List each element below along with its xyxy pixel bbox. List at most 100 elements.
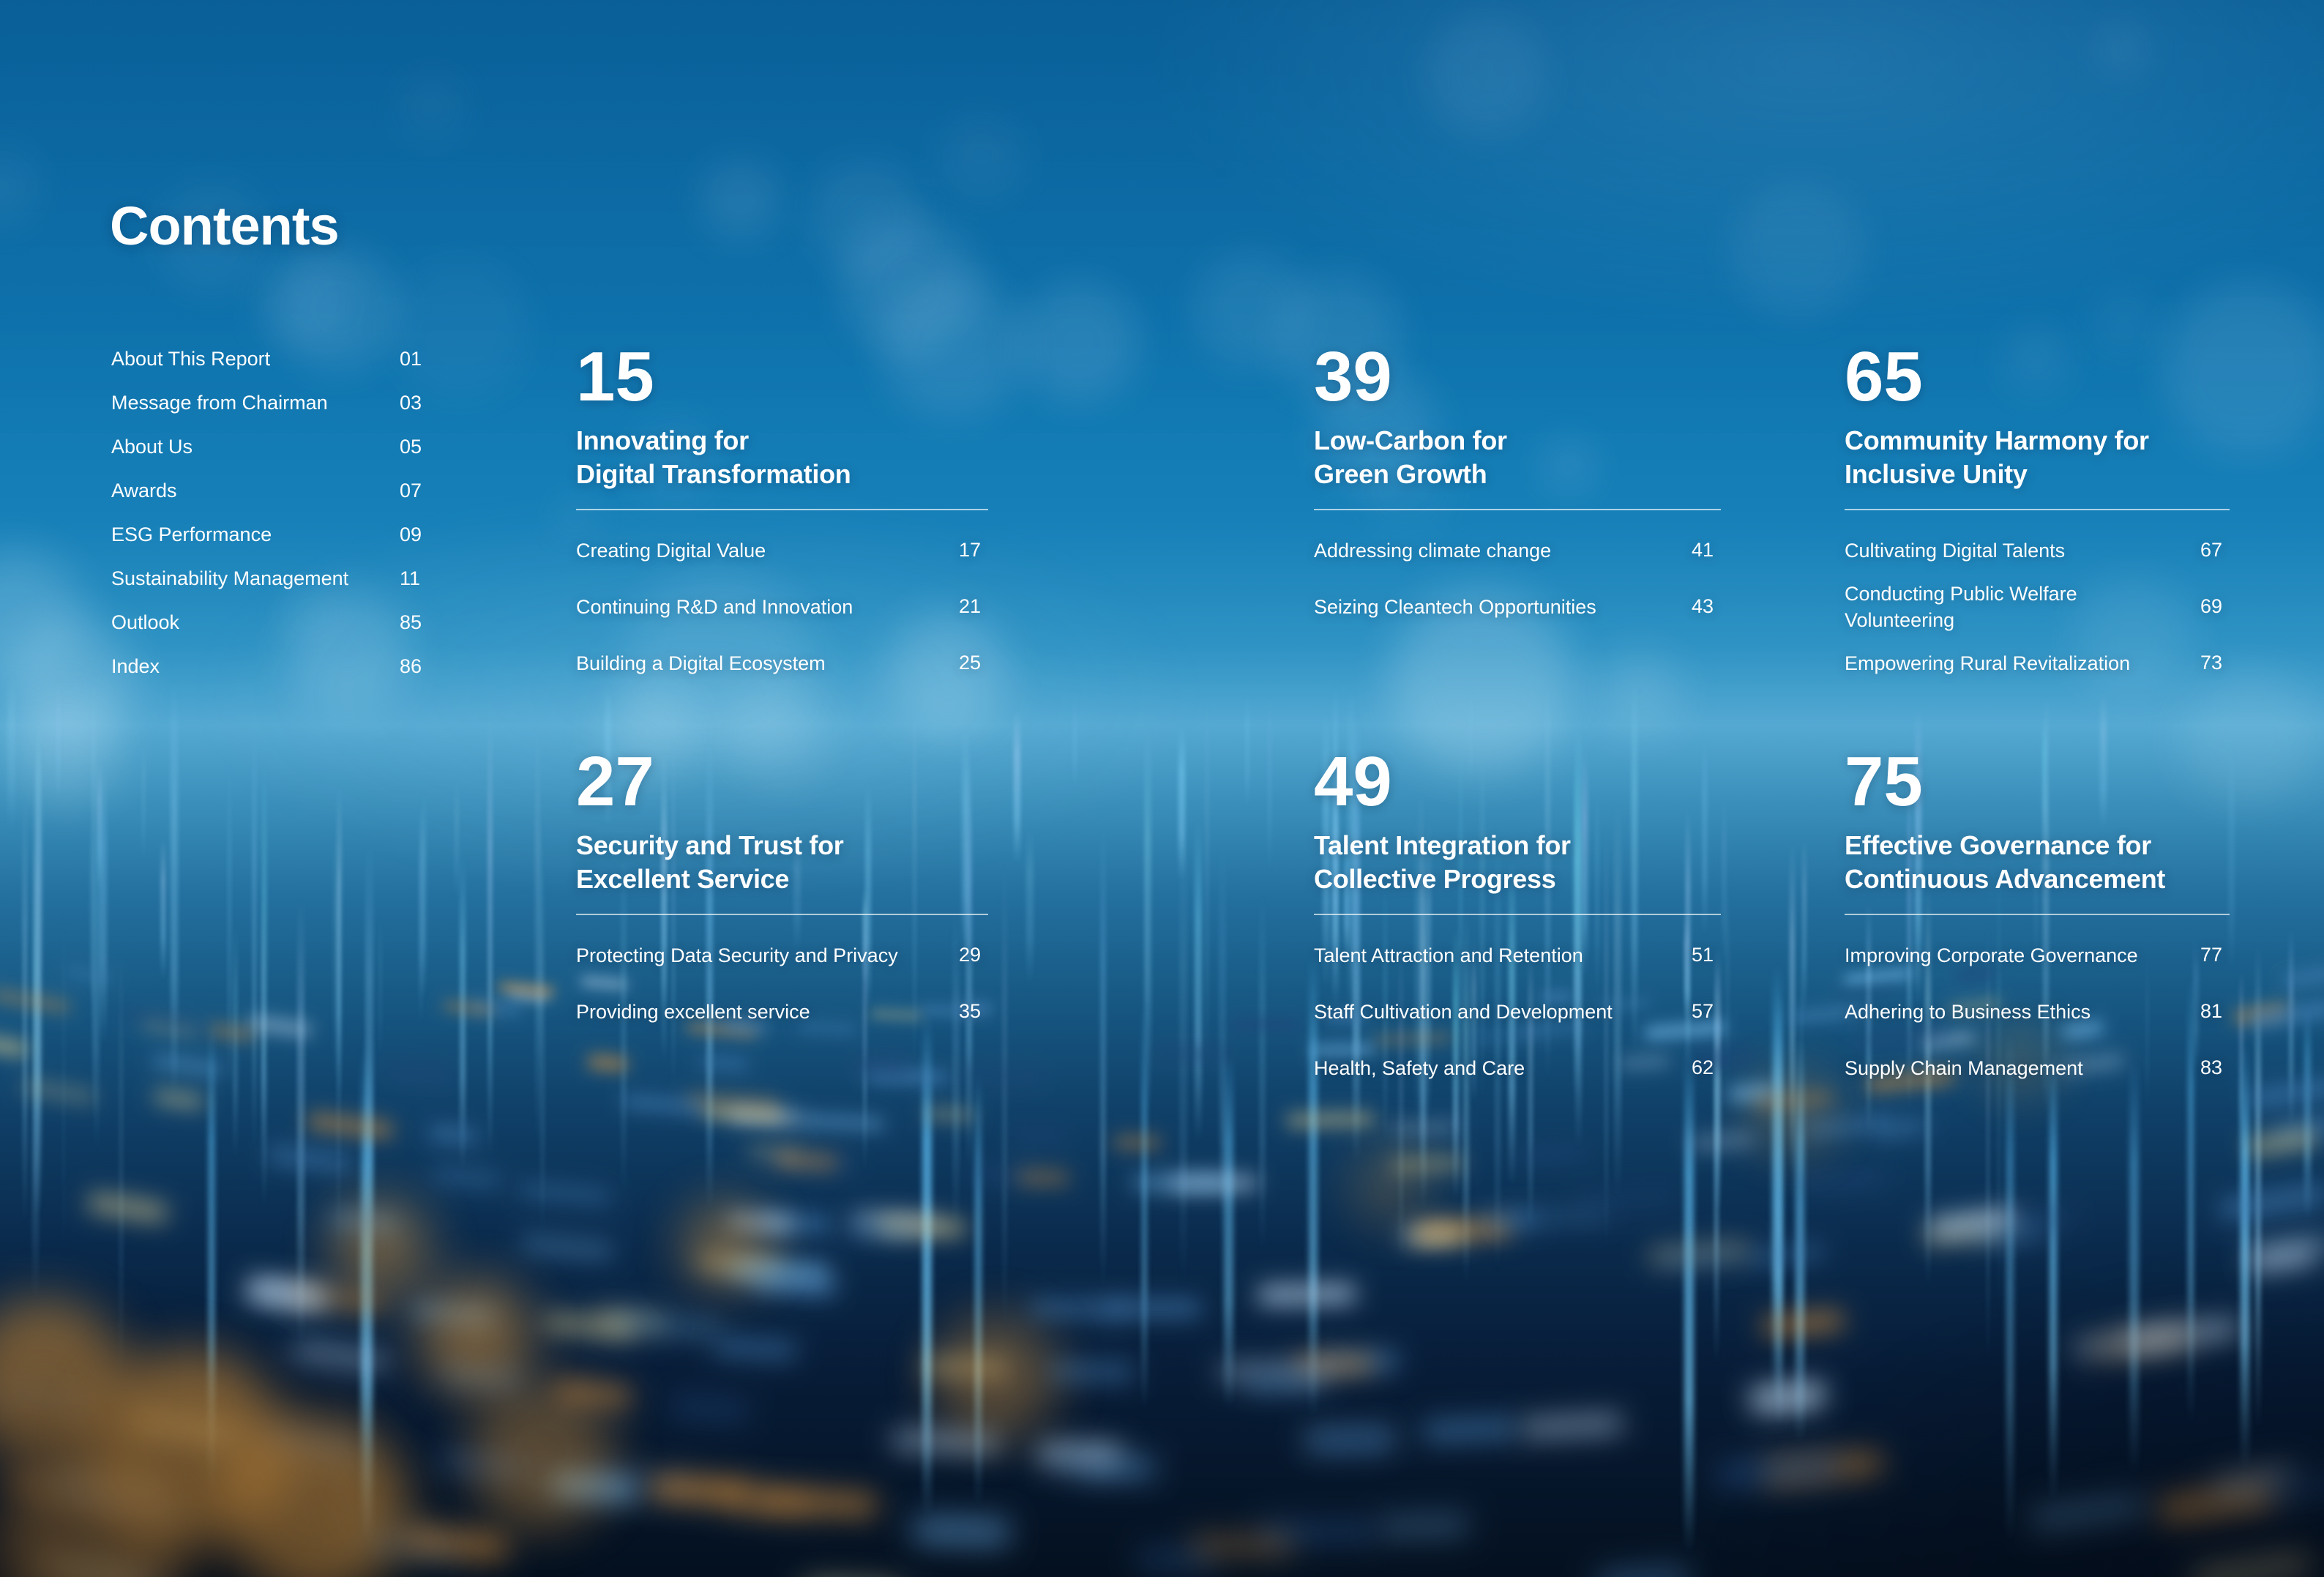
- toc-item-label: Seizing Cleantech Opportunities: [1314, 595, 1596, 618]
- chapter-block-15: 15 Innovating for Digital Transformation…: [576, 340, 988, 691]
- toc-item[interactable]: Talent Attraction and Retention 51: [1314, 927, 1721, 983]
- toc-item[interactable]: Seizing Cleantech Opportunities 43: [1314, 578, 1721, 635]
- toc-item-label: Empowering Rural Revitalization: [1845, 652, 2131, 674]
- toc-item-label: Supply Chain Management: [1845, 1056, 2083, 1079]
- toc-entry-label: Outlook: [111, 611, 180, 633]
- chapter-items: Cultivating Digital Talents 67 Conductin…: [1845, 522, 2230, 691]
- toc-item-page: 62: [1691, 1056, 1714, 1078]
- toc-entry-page: 86: [400, 655, 422, 677]
- toc-item-label: Creating Digital Value: [576, 539, 766, 562]
- toc-entry[interactable]: Outlook 85: [111, 600, 430, 644]
- toc-entry-label: Sustainability Management: [111, 567, 349, 589]
- toc-item-page: 69: [2200, 595, 2222, 617]
- toc-entry[interactable]: About Us 05: [111, 425, 430, 469]
- toc-entry[interactable]: Awards 07: [111, 469, 430, 512]
- toc-item[interactable]: Adhering to Business Ethics 81: [1845, 983, 2230, 1040]
- toc-item-page: 25: [958, 652, 981, 674]
- toc-entry-page: 09: [400, 523, 422, 545]
- front-matter-list: About This Report 01 Message from Chairm…: [111, 337, 430, 688]
- chapter-block-39: 39 Low-Carbon for Green Growth Addressin…: [1314, 340, 1721, 635]
- chapter-title-line2: Collective Progress: [1314, 864, 1556, 894]
- toc-item-page: 29: [958, 944, 981, 966]
- divider: [1314, 914, 1721, 915]
- toc-item[interactable]: Addressing climate change 41: [1314, 522, 1721, 578]
- toc-item-page: 81: [2200, 1000, 2222, 1022]
- chapter-title: Innovating for Digital Transformation: [576, 424, 988, 491]
- toc-entry-label: About This Report: [111, 347, 271, 370]
- toc-item-page: 57: [1691, 1000, 1714, 1022]
- toc-item[interactable]: Protecting Data Security and Privacy 29: [576, 927, 988, 983]
- divider: [576, 914, 988, 915]
- chapter-block-27: 27 Security and Trust for Excellent Serv…: [576, 745, 988, 1040]
- toc-item[interactable]: Creating Digital Value 17: [576, 522, 988, 578]
- toc-item[interactable]: Staff Cultivation and Development 57: [1314, 983, 1721, 1040]
- chapter-title-line1: Low-Carbon for: [1314, 425, 1507, 455]
- chapter-block-49: 49 Talent Integration for Collective Pro…: [1314, 745, 1721, 1096]
- divider: [576, 509, 988, 510]
- chapter-block-65: 65 Community Harmony for Inclusive Unity…: [1845, 340, 2230, 691]
- chapter-title-line2: Excellent Service: [576, 864, 790, 894]
- toc-item[interactable]: Continuing R&D and Innovation 21: [576, 578, 988, 635]
- toc-entry-label: Message from Chairman: [111, 391, 328, 414]
- toc-entry[interactable]: ESG Performance 09: [111, 512, 430, 556]
- chapter-title-line2: Digital Transformation: [576, 459, 851, 489]
- toc-item-label: Staff Cultivation and Development: [1314, 1000, 1613, 1023]
- toc-item[interactable]: Improving Corporate Governance 77: [1845, 927, 2230, 983]
- toc-entry[interactable]: Sustainability Management 11: [111, 556, 430, 600]
- chapter-block-75: 75 Effective Governance for Continuous A…: [1845, 745, 2230, 1096]
- chapter-items: Addressing climate change 41 Seizing Cle…: [1314, 522, 1721, 635]
- chapter-title-line1: Security and Trust for: [576, 830, 844, 860]
- toc-item-label: Talent Attraction and Retention: [1314, 944, 1583, 966]
- chapter-title: Community Harmony for Inclusive Unity: [1845, 424, 2230, 491]
- chapter-title: Effective Governance for Continuous Adva…: [1845, 829, 2230, 896]
- toc-entry-page: 07: [400, 479, 422, 502]
- toc-entry[interactable]: About This Report 01: [111, 337, 430, 381]
- toc-entry-page: 05: [400, 435, 422, 458]
- chapter-title: Talent Integration for Collective Progre…: [1314, 829, 1721, 896]
- chapter-title: Low-Carbon for Green Growth: [1314, 424, 1721, 491]
- toc-item[interactable]: Cultivating Digital Talents 67: [1845, 522, 2230, 578]
- toc-entry-label: About Us: [111, 435, 193, 458]
- toc-item[interactable]: Conducting Public Welfare Volunteering 6…: [1845, 578, 2230, 635]
- toc-item[interactable]: Building a Digital Ecosystem 25: [576, 635, 988, 691]
- toc-entry-label: Index: [111, 655, 160, 677]
- chapter-title-line2: Continuous Advancement: [1845, 864, 2166, 894]
- chapter-title-line1: Community Harmony for: [1845, 425, 2149, 455]
- divider: [1845, 509, 2230, 510]
- toc-item[interactable]: Health, Safety and Care 62: [1314, 1040, 1721, 1096]
- toc-item-label: Protecting Data Security and Privacy: [576, 944, 898, 966]
- toc-entry[interactable]: Index 86: [111, 644, 430, 688]
- chapter-items: Talent Attraction and Retention 51 Staff…: [1314, 927, 1721, 1096]
- toc-item[interactable]: Providing excellent service 35: [576, 983, 988, 1040]
- toc-item-page: 73: [2200, 652, 2222, 674]
- toc-entry-page: 01: [400, 347, 422, 370]
- toc-entry-label: Awards: [111, 479, 177, 502]
- chapter-title-line1: Talent Integration for: [1314, 830, 1571, 860]
- chapter-number: 27: [576, 742, 654, 821]
- toc-item[interactable]: Supply Chain Management 83: [1845, 1040, 2230, 1096]
- chapter-number: 15: [576, 338, 654, 416]
- toc-entry-label: ESG Performance: [111, 523, 272, 545]
- toc-item-label: Improving Corporate Governance: [1845, 944, 2138, 966]
- toc-item-page: 67: [2200, 539, 2222, 561]
- toc-item-label: Building a Digital Ecosystem: [576, 652, 826, 674]
- chapter-number: 65: [1845, 338, 1923, 416]
- toc-item-label: Cultivating Digital Talents: [1845, 539, 2066, 562]
- toc-entry-page: 03: [400, 391, 422, 414]
- toc-item-label: Health, Safety and Care: [1314, 1056, 1525, 1079]
- chapter-items: Creating Digital Value 17 Continuing R&D…: [576, 522, 988, 691]
- toc-entry[interactable]: Message from Chairman 03: [111, 381, 430, 425]
- chapter-number: 75: [1845, 742, 1923, 821]
- toc-entry-page: 85: [400, 611, 422, 633]
- chapter-title-line1: Innovating for: [576, 425, 749, 455]
- chapter-title-line2: Green Growth: [1314, 459, 1487, 489]
- chapter-items: Protecting Data Security and Privacy 29 …: [576, 927, 988, 1040]
- toc-item-page: 83: [2200, 1056, 2222, 1078]
- toc-item-page: 41: [1691, 539, 1714, 561]
- toc-item[interactable]: Empowering Rural Revitalization 73: [1845, 635, 2230, 691]
- toc-item-label: Addressing climate change: [1314, 539, 1552, 562]
- page-title: Contents: [110, 195, 340, 256]
- toc-entry-page: 11: [400, 567, 421, 589]
